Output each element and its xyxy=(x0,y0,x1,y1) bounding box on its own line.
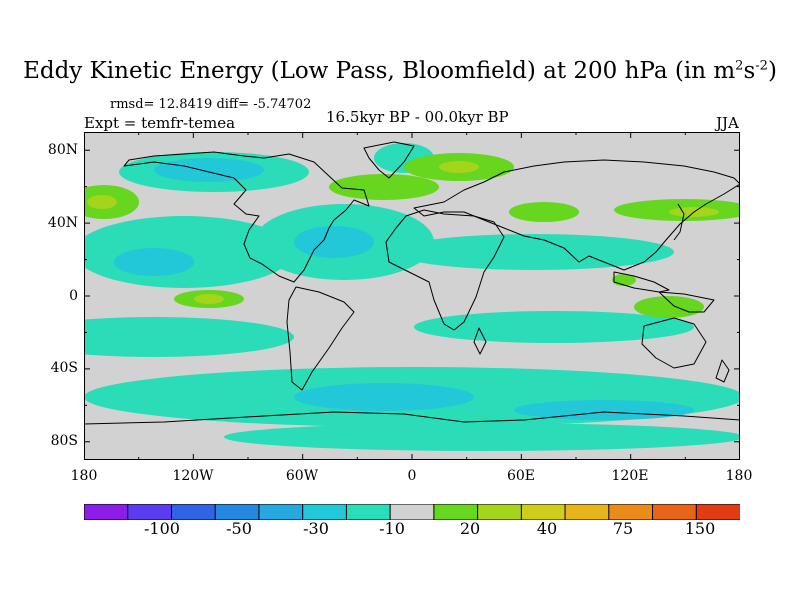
lat-label-80s: 80S xyxy=(50,433,78,449)
colorbar-swatch xyxy=(433,504,479,520)
lon-label-60e: 60E xyxy=(506,468,536,484)
colorbar-swatch xyxy=(302,504,348,520)
colorbar-label: -30 xyxy=(303,519,329,538)
rmsd-diff-stats: rmsd= 12.8419 diff= -5.74702 xyxy=(110,97,312,112)
colorbar-swatch xyxy=(345,504,392,520)
colorbar-label: 40 xyxy=(536,519,558,538)
lat-label-80n: 80N xyxy=(47,142,78,158)
colorbar-swatch xyxy=(520,504,567,520)
colorbar-label: 75 xyxy=(612,519,634,538)
colorbar-swatch xyxy=(214,504,260,520)
world-map-plot xyxy=(84,132,740,460)
lon-label-120e: 120E xyxy=(611,468,649,484)
plot-title: Eddy Kinetic Energy (Low Pass, Bloomfiel… xyxy=(23,58,777,84)
colorbar-label: 20 xyxy=(459,519,481,538)
lat-label-40s: 40S xyxy=(50,360,78,376)
colorbar-label: -10 xyxy=(379,519,405,538)
colorbar-label: -50 xyxy=(226,519,252,538)
colorbar-label: -100 xyxy=(144,519,180,538)
strong-negative-regions xyxy=(114,158,694,420)
period-label: 16.5kyr BP - 00.0kyr BP xyxy=(326,108,509,126)
lon-label-120w: 120W xyxy=(172,468,214,484)
lat-label-0: 0 xyxy=(69,288,78,304)
colorbar-swatch xyxy=(477,504,523,520)
lon-label-180e: 180 xyxy=(725,468,753,484)
axis-ticks xyxy=(84,132,740,460)
lat-label-40n: 40N xyxy=(47,215,78,231)
experiment-label: Expt = temfr-temea xyxy=(84,114,236,132)
colorbar-label: 150 xyxy=(684,519,716,538)
colorbar-swatch xyxy=(652,504,698,520)
colorbar xyxy=(84,504,740,520)
coastlines xyxy=(84,141,740,425)
lon-label-60w: 60W xyxy=(285,468,319,484)
colorbar-swatch xyxy=(564,504,610,520)
colorbar-swatch xyxy=(84,504,129,520)
colorbar-swatch xyxy=(389,504,435,520)
lon-label-180w: 180 xyxy=(70,468,98,484)
colorbar-swatch xyxy=(258,504,304,520)
colorbar-swatch xyxy=(695,504,740,520)
colorbar-swatch xyxy=(127,504,173,520)
colorbar-swatch xyxy=(170,504,217,520)
lon-label-0: 0 xyxy=(407,468,417,484)
season-label: JJA xyxy=(716,114,739,132)
colorbar-swatch xyxy=(608,504,654,520)
